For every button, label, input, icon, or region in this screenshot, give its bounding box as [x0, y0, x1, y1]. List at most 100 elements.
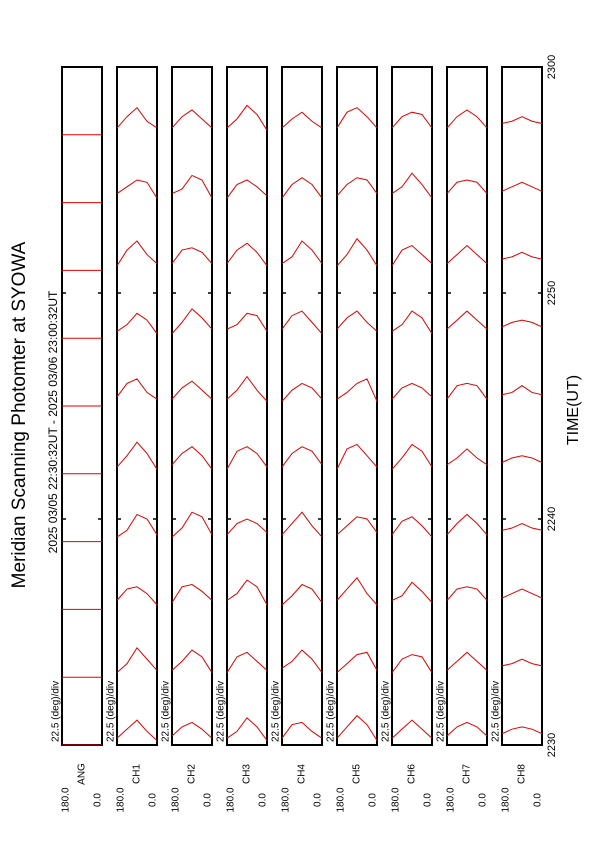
- scan-trace: [391, 244, 433, 267]
- rotated-plot: Meridian Scanning Photomter at SYOWA 202…: [9, 55, 582, 813]
- x-tick-label: 2240: [546, 507, 558, 531]
- scan-trace: [336, 237, 378, 267]
- scan-trace: [336, 177, 378, 197]
- scale-label: 22.5 (deg)/div: [491, 681, 502, 742]
- x-axis-label: TIME(UT): [565, 375, 582, 445]
- scan-trace: [446, 310, 488, 330]
- scan-trace: [281, 382, 323, 402]
- scan-trace: [281, 240, 323, 265]
- scan-trace: [116, 378, 158, 400]
- scan-trace: [171, 721, 213, 739]
- scan-trace: [171, 308, 213, 335]
- scan-trace: [171, 584, 213, 603]
- angle-tick-label: 180.0: [391, 787, 402, 812]
- angle-tick-label: 0.0: [423, 793, 434, 807]
- scan-trace: [501, 455, 543, 463]
- scan-trace: [171, 109, 213, 129]
- scan-trace: [336, 516, 378, 536]
- channel-label: CH7: [462, 764, 473, 784]
- scan-trace: [446, 179, 488, 194]
- scan-trace: [116, 441, 158, 470]
- angle-tick-label: 180.0: [336, 787, 347, 812]
- scan-trace: [501, 726, 543, 735]
- scan-trace: [501, 385, 543, 396]
- scan-trace: [336, 714, 378, 741]
- scan-trace: [391, 172, 433, 199]
- scan-trace: [336, 310, 378, 332]
- scan-trace: [391, 443, 433, 470]
- scan-trace: [501, 181, 543, 192]
- scan-trace: [281, 446, 323, 468]
- channel-label: CH3: [242, 764, 253, 784]
- scale-label: 22.5 (deg)/div: [106, 681, 117, 742]
- scan-trace: [391, 310, 433, 334]
- x-tick-label: 2250: [546, 281, 558, 305]
- scan-trace: [391, 654, 433, 673]
- chart-title: Meridian Scanning Photomter at SYOWA: [9, 241, 30, 588]
- scan-trace: [446, 721, 488, 737]
- channel-label: CH6: [407, 764, 418, 784]
- scan-trace: [336, 651, 378, 674]
- scale-label: 22.5 (deg)/div: [51, 681, 62, 742]
- chart-subtitle: 2025 03/05 22:30:32UT - 2025 03/06 23:00…: [46, 290, 60, 553]
- scan-trace: [226, 579, 268, 606]
- panel-frame: [226, 66, 268, 746]
- angle-tick-label: 180.0: [171, 787, 182, 812]
- angle-tick-label: 180.0: [226, 787, 237, 812]
- scan-trace: [116, 179, 158, 199]
- scale-label: 22.5 (deg)/div: [381, 681, 392, 742]
- scan-trace: [171, 247, 213, 264]
- scan-trace: [391, 382, 433, 400]
- scan-trace: [501, 588, 543, 599]
- scan-trace: [226, 104, 268, 131]
- scan-trace: [391, 111, 433, 129]
- scan-trace: [116, 240, 158, 267]
- scan-trace: [281, 583, 323, 606]
- scan-trace: [226, 717, 268, 741]
- scan-trace: [446, 448, 488, 466]
- angle-tick-label: 180.0: [446, 787, 457, 812]
- angle-tick-label: 180.0: [116, 787, 127, 812]
- scan-trace: [501, 116, 543, 124]
- scan-trace: [281, 649, 323, 673]
- scan-trace: [391, 516, 433, 538]
- channel-label: CH1: [132, 764, 143, 784]
- x-tick-label: 2300: [546, 55, 558, 79]
- scan-trace: [501, 319, 543, 328]
- angle-tick-label: 0.0: [203, 793, 214, 807]
- scan-trace: [446, 651, 488, 671]
- scan-trace: [226, 375, 268, 402]
- scan-trace: [281, 310, 323, 335]
- scan-trace: [391, 581, 433, 603]
- scan-trace: [226, 242, 268, 267]
- scan-trace: [116, 646, 158, 674]
- angle-tick-label: 180.0: [281, 787, 292, 812]
- scan-trace: [116, 719, 158, 741]
- channel-label: CH2: [187, 764, 198, 784]
- panel-frame: [391, 66, 433, 746]
- scale-label: 22.5 (deg)/div: [436, 681, 447, 742]
- scale-label: 22.5 (deg)/div: [161, 681, 172, 742]
- scan-trace: [336, 576, 378, 606]
- panel-frame: [446, 66, 488, 746]
- scan-trace: [501, 658, 543, 667]
- angle-tick-label: 180.0: [61, 787, 72, 812]
- angle-tick-label: 0.0: [313, 793, 324, 807]
- angle-tick-label: 0.0: [368, 793, 379, 807]
- panel-frame: [501, 66, 543, 746]
- scan-trace: [446, 586, 488, 601]
- scan-trace: [281, 177, 323, 199]
- scan-trace: [446, 109, 488, 129]
- scan-trace: [281, 111, 323, 129]
- scan-trace: [446, 513, 488, 536]
- scan-trace: [171, 511, 213, 538]
- scan-trace: [226, 446, 268, 470]
- scan-trace: [336, 378, 378, 402]
- scan-trace: [336, 107, 378, 129]
- channel-label: ANG: [77, 763, 88, 785]
- x-tick-label: 2230: [546, 733, 558, 757]
- scan-trace: [171, 446, 213, 470]
- scan-trace: [171, 380, 213, 400]
- panel-frame: [281, 66, 323, 746]
